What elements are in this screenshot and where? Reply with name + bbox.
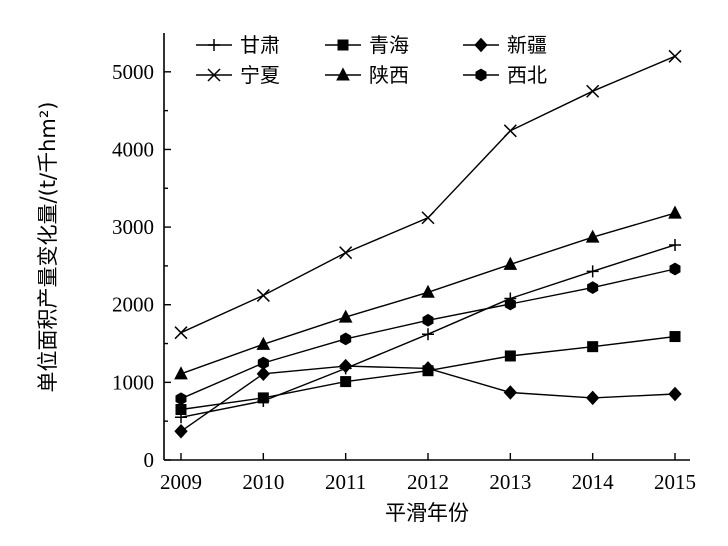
legend-label: 宁夏 [240,63,280,87]
x-tick-label: 2014 [572,470,615,494]
series-hexagon [175,262,681,406]
legend-marker [474,37,488,53]
data-point [174,366,188,380]
y-tick-label: 1000 [112,370,154,394]
axes [163,33,690,461]
legend-label: 甘肃 [240,33,280,57]
data-point [503,256,518,270]
data-point [175,404,187,416]
data-point [256,366,271,382]
data-point [587,341,599,353]
legend-marker [207,68,221,82]
data-point [668,205,682,219]
legend-item: 新疆 [463,33,547,57]
x-tick-label: 2010 [242,470,284,494]
data-point [340,332,352,346]
x-tick-label: 2013 [489,470,531,494]
legend-item: 西北 [463,63,547,87]
data-point [585,229,600,243]
data-point [174,424,188,439]
data-point [256,336,271,350]
legend-label: 青海 [369,33,409,57]
y-axis-title: 单位面积产量变化量/(t/千hm²) [36,102,60,393]
legend-item: 宁夏 [196,63,280,87]
data-point [422,328,434,341]
y-tick-label: 4000 [112,137,154,161]
data-point [585,390,600,406]
data-point [669,262,681,276]
data-point [257,356,269,370]
legend-label: 西北 [507,63,547,87]
legend-item: 甘肃 [196,33,280,57]
legend-label: 陕西 [369,63,409,87]
data-point [338,358,353,374]
data-point [669,238,681,251]
data-point [256,288,270,302]
data-point [174,326,188,340]
data-point [257,392,269,404]
data-point [504,350,516,362]
y-tick-label: 3000 [112,215,154,239]
series-cross [174,49,682,340]
data-point [421,284,435,298]
x-axis-title: 平滑年份 [385,501,469,525]
data-point [175,392,187,406]
data-point [668,386,682,402]
data-point [421,211,435,225]
data-point [669,331,681,343]
series-plus [175,238,681,424]
ticks: 0 1000 2000 3000 4000 5000 2009 2010 2011 2012 201… [112,60,696,494]
data-point [339,246,353,260]
data-point [503,385,518,400]
legend-item: 陕西 [325,63,409,87]
data-point [338,309,353,323]
data-point [586,84,600,98]
x-tick-label: 2012 [407,470,449,494]
y-tick-label: 2000 [112,293,154,317]
y-tick-label: 0 [144,448,155,472]
legend-item: 青海 [325,33,409,57]
x-tick-label: 2015 [654,470,696,494]
y-tick-label: 5000 [112,60,154,84]
legend-marker [337,39,349,51]
data-point [587,281,599,294]
series-triangle [174,205,682,380]
legend-marker [475,68,487,82]
data-point [586,265,599,278]
data-point [504,297,516,311]
x-tick-label: 2009 [160,470,202,494]
series-diamond [174,358,682,439]
legend-marker [336,67,350,81]
x-tick-label: 2011 [325,470,366,494]
data-point [668,49,682,63]
data-point [503,124,517,138]
legend-label: 新疆 [507,33,547,57]
legend-marker [208,39,220,51]
data-point [421,361,435,376]
data-point [422,313,434,327]
data-point [340,376,352,388]
series-layer [174,49,682,439]
